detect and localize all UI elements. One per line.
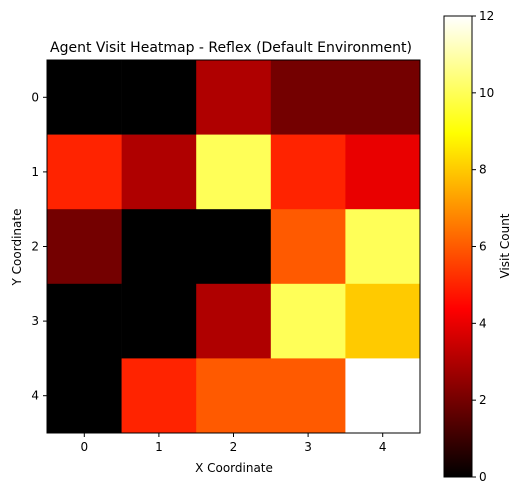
heatmap-cell xyxy=(47,283,122,359)
x-tick-label: 4 xyxy=(379,440,387,454)
x-tick-label: 0 xyxy=(80,440,88,454)
heatmap-cell xyxy=(47,358,122,434)
colorbar-tick-label: 6 xyxy=(479,240,487,254)
y-tick-label: 3 xyxy=(31,314,39,328)
x-tick-label: 1 xyxy=(155,440,163,454)
heatmap-cell xyxy=(121,134,197,210)
y-tick-label: 2 xyxy=(31,240,39,254)
heatmap-cell xyxy=(270,358,346,434)
heatmap-cell xyxy=(196,134,272,210)
heatmap-cell xyxy=(270,209,346,285)
heatmap-cell xyxy=(47,209,122,285)
y-tick-label: 0 xyxy=(31,90,39,104)
x-axis-label: X Coordinate xyxy=(195,461,273,475)
heatmap-cell xyxy=(121,60,197,135)
heatmap-cell xyxy=(47,60,122,135)
heatmap-cell xyxy=(47,134,122,210)
colorbar-tick-label: 0 xyxy=(479,470,487,484)
heatmap-cell xyxy=(345,358,421,434)
x-tick-label: 2 xyxy=(230,440,238,454)
y-axis-ticks: 0 1 2 3 4 xyxy=(31,90,47,403)
heatmap-cell xyxy=(345,134,421,210)
x-tick-label: 3 xyxy=(304,440,312,454)
heatmap-cell xyxy=(196,358,272,434)
heatmap-cells xyxy=(47,60,421,434)
heatmap-cell xyxy=(270,60,346,135)
heatmap-cell xyxy=(345,283,421,359)
heatmap-cell xyxy=(196,283,272,359)
heatmap-cell xyxy=(270,283,346,359)
y-axis-label: Y Coordinate xyxy=(10,209,24,287)
heatmap-cell xyxy=(196,60,272,135)
colorbar-tick-label: 4 xyxy=(479,316,487,330)
chart-title: Agent Visit Heatmap - Reflex (Default En… xyxy=(50,40,412,56)
heatmap-cell xyxy=(121,358,197,434)
colorbar xyxy=(443,15,473,478)
heatmap-cell xyxy=(270,134,346,210)
y-tick-label: 1 xyxy=(31,165,39,179)
colorbar-label: Visit Count xyxy=(498,213,512,278)
colorbar-tick-label: 10 xyxy=(479,86,494,100)
heatmap-cell xyxy=(196,209,272,285)
heatmap-cell xyxy=(121,283,197,359)
colorbar-tick-label: 2 xyxy=(479,393,487,407)
heatmap-cell xyxy=(345,60,421,135)
colorbar-ticks: 0 2 4 6 8 10 12 xyxy=(472,9,494,484)
y-tick-label: 4 xyxy=(31,389,39,403)
heatmap-cell xyxy=(121,209,197,285)
heatmap-cell xyxy=(345,209,421,285)
x-axis-ticks: 0 1 2 3 4 xyxy=(80,433,387,454)
colorbar-tick-label: 12 xyxy=(479,9,494,23)
colorbar-tick-label: 8 xyxy=(479,163,487,177)
